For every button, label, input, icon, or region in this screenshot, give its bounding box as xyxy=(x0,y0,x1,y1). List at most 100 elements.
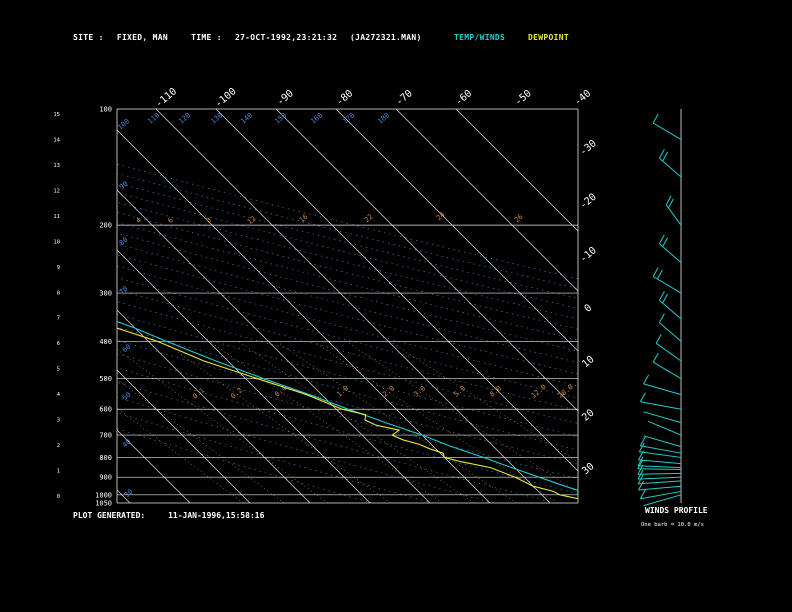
wind-barb-staff xyxy=(665,204,682,226)
wind-barb-flag xyxy=(662,151,669,162)
dry-adiabat-label: 180 xyxy=(376,111,391,125)
wind-barb-staff xyxy=(659,322,682,342)
dry-adiabat-line xyxy=(117,339,578,465)
isotherm-label: -70 xyxy=(394,88,415,108)
isotherm-label: 20 xyxy=(580,407,596,423)
dry-adiabat-label: 70 xyxy=(118,285,130,297)
isotherm-line xyxy=(395,109,578,292)
height-tick-label: 3 xyxy=(57,418,60,424)
wind-barb-flag xyxy=(658,313,665,323)
wind-barb-flag xyxy=(637,464,644,475)
dry-adiabat-label: 170 xyxy=(341,111,356,125)
height-tick-label: 8 xyxy=(57,290,60,296)
dry-adiabat-label: 150 xyxy=(273,111,288,125)
wind-barb-flag xyxy=(658,234,665,245)
wind-barb-staff xyxy=(659,157,682,178)
wind-barb-staff xyxy=(640,490,682,500)
dry-adiabat-label: 40 xyxy=(121,438,133,450)
height-tick-label: 15 xyxy=(53,112,60,118)
wind-barb-staff xyxy=(640,445,682,454)
mixing-ratio-line xyxy=(389,341,578,463)
isotherm-line xyxy=(117,129,491,503)
mixing-ratio-line xyxy=(117,378,285,503)
wind-barb-flag xyxy=(652,267,659,277)
dry-adiabat-line xyxy=(117,396,494,503)
dry-adiabat-line xyxy=(117,367,578,494)
isotherm-label: -100 xyxy=(213,86,239,110)
isotherm-label: 10 xyxy=(580,354,596,370)
wind-barb-staff xyxy=(637,472,682,475)
isotherm-label: -50 xyxy=(513,88,534,108)
mixing-ratio-label: 8 xyxy=(205,216,213,225)
wind-panel-note: One barb = 10.0 m/s xyxy=(641,522,704,528)
site-value: FIXED, MAN xyxy=(116,33,168,42)
wind-barb-staff xyxy=(639,451,682,458)
mixing-ratio-line xyxy=(276,341,517,503)
wind-barb-flag xyxy=(667,198,674,209)
mixing-ratio-label: 12 xyxy=(246,215,258,227)
pressure-tick-label: 100 xyxy=(99,106,112,114)
mixing-ratio-layer xyxy=(117,341,578,503)
pressure-tick-label: 400 xyxy=(99,338,112,346)
isotherm-line xyxy=(117,489,131,503)
mixing-ratio-label: 26 xyxy=(513,213,525,225)
isotherms-layer xyxy=(0,109,578,503)
dry-adiabat-line xyxy=(117,381,555,503)
pressure-tick-label: 1000 xyxy=(95,491,112,499)
wind-barb-flag xyxy=(658,148,665,159)
wind-barb-flag xyxy=(656,269,663,280)
height-tick-label: 1 xyxy=(57,469,60,475)
dry-adiabat-label: 100 xyxy=(116,117,131,131)
dry-adiabats-layer xyxy=(117,163,578,503)
mixing-ratio-line xyxy=(312,341,558,503)
wind-barb-flag xyxy=(638,442,645,453)
wind-barb-staff xyxy=(643,435,682,448)
isotherm-line xyxy=(275,109,578,412)
site-label: SITE : xyxy=(73,33,104,42)
pressure-tick-label: 200 xyxy=(99,222,112,230)
temperature-profile-line xyxy=(117,320,578,492)
wind-barb-flag xyxy=(658,290,665,301)
dry-adiabat-label: 80 xyxy=(118,236,130,248)
wind-barb-flag xyxy=(637,459,644,470)
pressure-tick-label: 1050 xyxy=(95,500,112,508)
wind-barb-staff xyxy=(643,411,682,424)
height-tick-label: 0 xyxy=(57,494,60,500)
dry-adiabat-line xyxy=(117,313,578,437)
wind-barb-flag xyxy=(639,392,646,403)
dry-adiabat-line xyxy=(117,222,578,341)
plot-generated: PLOT GENERATED: 11-JAN-1996,15:58:16 xyxy=(73,511,264,520)
isotherm-line xyxy=(117,309,311,503)
wind-barb-flag xyxy=(637,456,644,466)
wind-barb-staff xyxy=(638,459,682,465)
wind-barb-staff xyxy=(652,361,682,380)
temp-legend: TEMP/WINDS xyxy=(454,33,506,42)
isotherm-label: -30 xyxy=(578,138,599,158)
time-value: 27-OCT-1992,23:21:32 xyxy=(234,33,338,42)
dry-adiabat-label: 130 xyxy=(209,111,224,125)
dry-adiabat-label: 90 xyxy=(118,180,130,192)
isotherm-line xyxy=(155,109,551,503)
wind-barb-flag xyxy=(652,352,659,363)
isotherm-label: -90 xyxy=(275,88,296,108)
height-tick-label: 9 xyxy=(57,265,60,271)
isotherm-line xyxy=(117,429,191,503)
isotherm-line xyxy=(0,109,10,503)
dewpoint-profile-line xyxy=(117,327,578,500)
height-tick-label: 10 xyxy=(53,239,60,245)
height-tick-label: 12 xyxy=(53,188,60,194)
isotherm-label: 0 xyxy=(583,302,595,314)
wind-barb-staff xyxy=(647,420,682,436)
mixing-ratio-label: 0.2 xyxy=(229,386,244,400)
wind-barb-staff xyxy=(652,276,682,294)
height-tick-label: 11 xyxy=(53,214,60,220)
wind-barb-staff xyxy=(652,122,682,140)
height-tick-label: 14 xyxy=(53,137,60,143)
mixing-ratio-label: 4 xyxy=(135,216,143,225)
generated-value: 11-JAN-1996,15:58:16 xyxy=(168,511,265,520)
wind-barb-flag xyxy=(665,195,672,206)
isotherm-label: -110 xyxy=(154,86,180,110)
generated-label: PLOT GENERATED: xyxy=(73,511,146,520)
wind-barb-staff xyxy=(640,401,682,410)
